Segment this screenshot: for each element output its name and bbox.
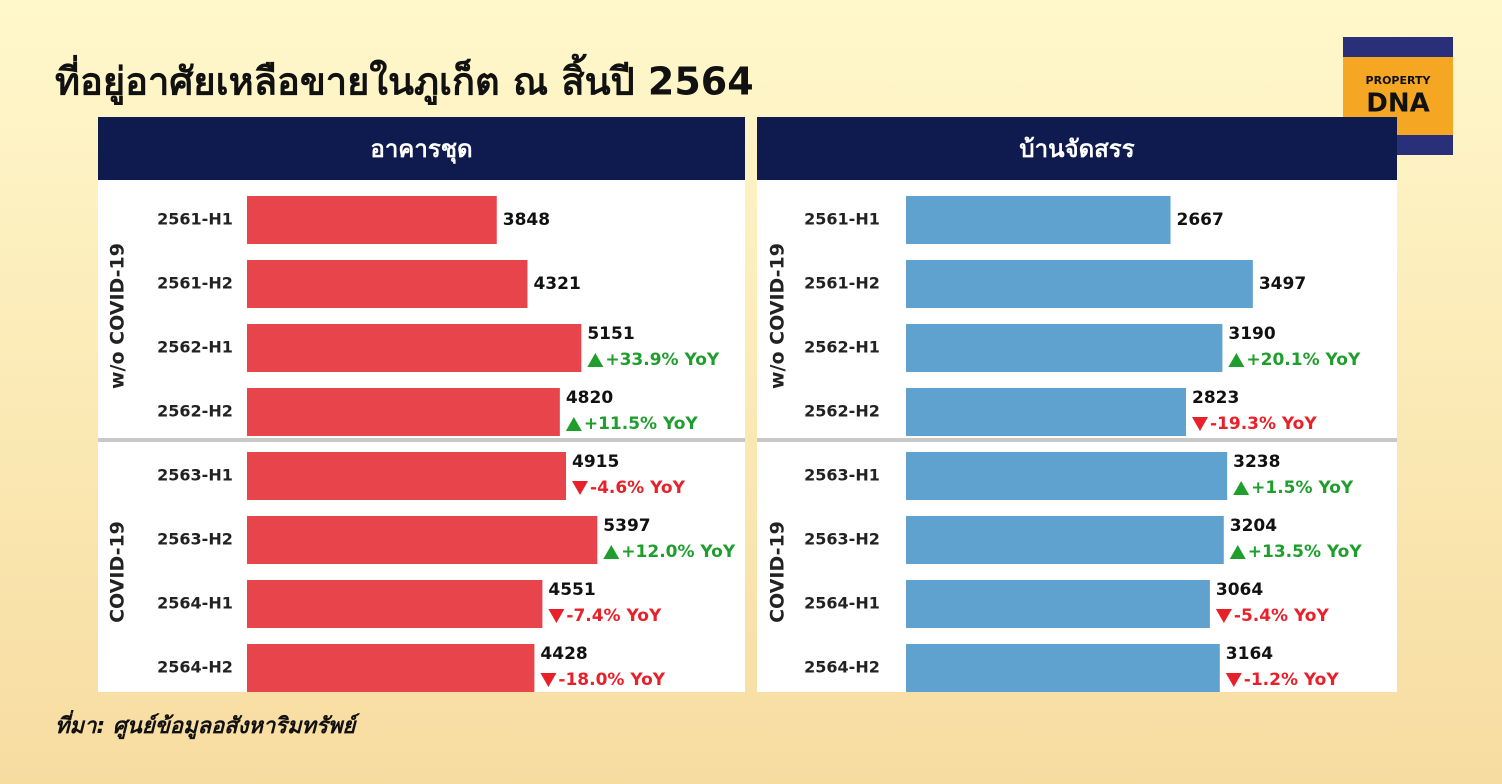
value-label: 3238 [1233, 452, 1280, 472]
source: ที่มา: ศูนย์ข้อมูลอสังหาริมทรัพย์ [55, 709, 360, 740]
yoy-arrow [565, 417, 582, 431]
value-label: 5151 [587, 324, 634, 344]
yoy-label: -5.4% YoY [1234, 606, 1330, 626]
bar [247, 452, 567, 500]
group-label: COVID-19 [767, 521, 789, 623]
value-label: 3064 [1216, 580, 1263, 600]
category-label: 2561-H2 [157, 274, 233, 293]
category-label: 2562-H1 [804, 338, 880, 357]
logo-text: DNA [1366, 89, 1429, 119]
value-label: 4551 [548, 580, 595, 600]
category-label: 2562-H1 [157, 338, 233, 357]
yoy-arrow [540, 673, 557, 687]
yoy-arrow [587, 353, 604, 367]
category-label: 2562-H2 [157, 402, 233, 421]
value-label: 4915 [572, 452, 619, 472]
yoy-arrow [572, 481, 589, 495]
yoy-label: +33.9% YoY [605, 350, 720, 370]
group-label: w/o COVID-19 [767, 243, 789, 389]
category-label: 2561-H1 [804, 210, 880, 229]
bar [247, 196, 497, 244]
bar [247, 388, 560, 436]
bar [247, 516, 598, 564]
bar [906, 196, 1171, 244]
value-label: 3190 [1228, 324, 1275, 344]
panel-header [757, 117, 1397, 180]
yoy-label: -4.6% YoY [590, 478, 686, 498]
category-label: 2561-H2 [804, 274, 880, 293]
bar [906, 388, 1186, 436]
value-label: 3497 [1259, 274, 1306, 294]
category-label: 2563-H1 [804, 466, 880, 485]
yoy-arrow [1215, 609, 1232, 623]
yoy-label: -7.4% YoY [566, 606, 662, 626]
value-label: 4321 [533, 274, 580, 294]
category-label: 2563-H2 [157, 530, 233, 549]
panel-header [98, 117, 745, 180]
yoy-label: +11.5% YoY [584, 414, 699, 434]
category-label: 2564-H1 [157, 594, 233, 613]
yoy-label: +20.1% YoY [1246, 350, 1361, 370]
group-label: w/o COVID-19 [107, 243, 129, 389]
yoy-label: +13.5% YoY [1248, 542, 1363, 562]
value-label: 4428 [540, 644, 587, 664]
value-label: 2823 [1192, 388, 1239, 408]
yoy-arrow [1228, 353, 1245, 367]
group-label: COVID-19 [107, 521, 129, 623]
value-label: 4820 [566, 388, 613, 408]
bar [247, 580, 543, 628]
yoy-label: -1.2% YoY [1244, 670, 1340, 690]
value-label: 3164 [1226, 644, 1273, 664]
bar [906, 324, 1223, 372]
bar [906, 516, 1224, 564]
value-label: 2667 [1177, 210, 1224, 230]
bar [906, 644, 1220, 692]
category-label: 2564-H2 [157, 658, 233, 677]
yoy-arrow [548, 609, 565, 623]
logo: PROPERTY DNA [1343, 37, 1453, 155]
bar [906, 260, 1253, 308]
bar [247, 644, 535, 692]
bar [247, 324, 582, 372]
yoy-label: +1.5% YoY [1251, 478, 1354, 498]
yoy-label: -18.0% YoY [558, 670, 665, 690]
yoy-arrow [1225, 673, 1242, 687]
value-label: 5397 [603, 516, 650, 536]
value-label: 3848 [503, 210, 550, 230]
category-label: 2564-H1 [804, 594, 880, 613]
value-label: 3204 [1230, 516, 1277, 536]
bar [906, 580, 1210, 628]
bar [906, 452, 1228, 500]
yoy-arrow [1191, 417, 1208, 431]
panel-title: อาคารชุด [370, 135, 472, 165]
yoy-label: -19.3% YoY [1210, 414, 1317, 434]
category-label: 2564-H2 [804, 658, 880, 677]
yoy-arrow [1233, 481, 1250, 495]
logo-text: PROPERTY [1366, 74, 1432, 87]
category-label: 2561-H1 [157, 210, 233, 229]
yoy-arrow [603, 545, 620, 559]
bar [247, 260, 528, 308]
yoy-arrow [1229, 545, 1246, 559]
category-label: 2562-H2 [804, 402, 880, 421]
category-label: 2563-H1 [157, 466, 233, 485]
title: ที่อยู่อาศัยเหลือขายในภูเก็ต ณ สิ้นปี 25… [55, 54, 754, 106]
category-label: 2563-H2 [804, 530, 880, 549]
panel-title: บ้านจัดสรร [1019, 135, 1134, 163]
logo-band [1343, 37, 1453, 57]
yoy-label: +12.0% YoY [621, 542, 736, 562]
